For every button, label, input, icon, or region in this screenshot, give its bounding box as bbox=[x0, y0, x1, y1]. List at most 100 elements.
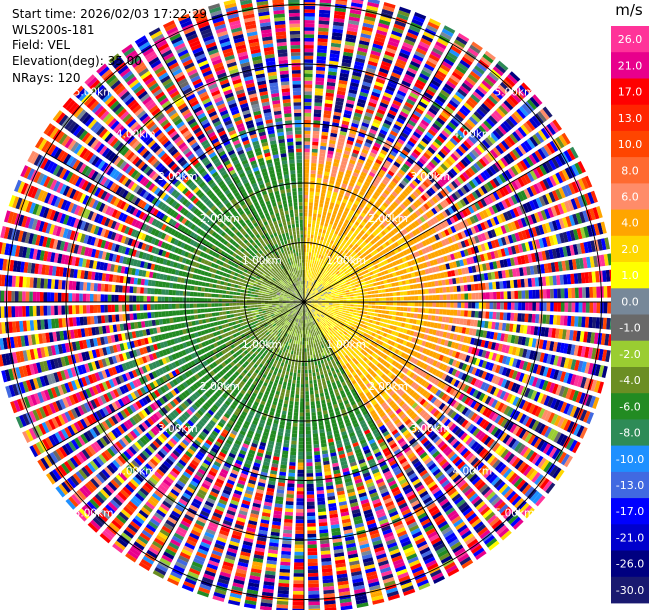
range-gate bbox=[378, 309, 383, 314]
range-gate bbox=[341, 290, 346, 294]
range-gate bbox=[332, 118, 340, 124]
range-gate bbox=[349, 309, 354, 312]
range-gate bbox=[312, 376, 317, 380]
range-gate bbox=[311, 159, 317, 164]
range-gate bbox=[356, 241, 362, 246]
range-gate bbox=[341, 247, 346, 252]
range-gate bbox=[330, 42, 341, 48]
range-gate bbox=[331, 39, 342, 44]
range-gate bbox=[354, 318, 359, 322]
range-gate bbox=[384, 159, 392, 166]
range-gate bbox=[499, 312, 504, 320]
range-gate bbox=[348, 89, 358, 95]
range-gate bbox=[364, 224, 370, 230]
range-gate bbox=[347, 200, 353, 206]
range-gate bbox=[332, 297, 336, 299]
range-gate bbox=[381, 314, 386, 318]
range-gate bbox=[312, 293, 316, 296]
range-gate bbox=[446, 309, 451, 316]
range-gate bbox=[333, 158, 340, 164]
range-gate bbox=[387, 196, 394, 203]
range-gate bbox=[539, 289, 544, 299]
range-gate bbox=[321, 263, 325, 268]
range-gate bbox=[311, 336, 315, 341]
range-gate bbox=[327, 283, 331, 287]
range-gate bbox=[365, 318, 370, 322]
range-gate bbox=[315, 228, 319, 232]
range-gate bbox=[341, 266, 346, 270]
range-gate bbox=[324, 253, 328, 258]
range-gate bbox=[469, 70, 481, 81]
range-gate bbox=[305, 269, 307, 274]
range-gate bbox=[352, 71, 362, 77]
range-gate bbox=[365, 244, 370, 250]
range-gate bbox=[413, 177, 421, 185]
range-gate bbox=[309, 245, 313, 249]
range-gate bbox=[332, 249, 337, 254]
range-gate bbox=[376, 135, 385, 142]
range-gate bbox=[409, 116, 418, 124]
range-gate bbox=[354, 142, 362, 148]
range-gate bbox=[319, 432, 326, 437]
range-gate bbox=[333, 188, 339, 193]
range-gate bbox=[311, 263, 314, 268]
range-gate bbox=[335, 0, 348, 2]
range-gate bbox=[540, 146, 550, 158]
range-gate bbox=[402, 211, 409, 218]
range-gate bbox=[356, 162, 363, 168]
range-gate bbox=[397, 155, 405, 162]
range-gate bbox=[307, 288, 309, 292]
range-gate bbox=[484, 137, 494, 147]
range-gate bbox=[410, 307, 415, 312]
range-gate bbox=[319, 389, 324, 394]
range-gate bbox=[487, 134, 496, 145]
range-gate bbox=[308, 252, 312, 257]
range-gate bbox=[385, 85, 396, 92]
range-gate bbox=[359, 91, 369, 98]
range-gate bbox=[386, 302, 390, 306]
range-gate bbox=[564, 302, 569, 312]
range-gate bbox=[308, 326, 310, 331]
range-gate bbox=[423, 166, 431, 174]
range-gate bbox=[393, 144, 401, 151]
range-gate bbox=[342, 293, 347, 296]
range-gate bbox=[350, 194, 356, 200]
range-gate bbox=[465, 182, 473, 191]
range-gate bbox=[334, 155, 341, 161]
range-gate bbox=[327, 190, 332, 195]
range-gate bbox=[411, 151, 419, 159]
range-gate bbox=[313, 120, 321, 125]
range-gate bbox=[382, 221, 388, 227]
range-gate bbox=[332, 298, 337, 301]
range-gate bbox=[366, 259, 372, 264]
range-gate bbox=[310, 286, 313, 290]
range-gate bbox=[347, 316, 352, 320]
range-gate bbox=[389, 75, 400, 83]
range-gate bbox=[480, 171, 488, 181]
range-gate bbox=[415, 209, 422, 217]
range-gate bbox=[449, 168, 458, 177]
range-gate bbox=[589, 302, 594, 313]
range-gate bbox=[310, 256, 313, 260]
range-gate bbox=[405, 233, 412, 240]
range-gate bbox=[313, 336, 317, 340]
range-gate bbox=[356, 262, 361, 267]
range-gate bbox=[316, 375, 321, 380]
range-gate bbox=[361, 26, 373, 32]
range-gate bbox=[434, 205, 441, 213]
range-gate bbox=[542, 289, 547, 299]
range-gate bbox=[425, 88, 436, 97]
range-gate bbox=[354, 184, 361, 190]
range-gate bbox=[320, 145, 327, 150]
range-gate bbox=[432, 302, 437, 307]
range-gate bbox=[607, 285, 611, 298]
range-gate bbox=[497, 60, 509, 71]
range-gate bbox=[373, 213, 380, 219]
range-gate bbox=[358, 215, 364, 221]
range-gate bbox=[489, 149, 499, 159]
range-gate bbox=[321, 399, 326, 404]
range-gate bbox=[427, 57, 438, 66]
range-gate bbox=[399, 312, 404, 317]
range-gate bbox=[392, 306, 397, 311]
